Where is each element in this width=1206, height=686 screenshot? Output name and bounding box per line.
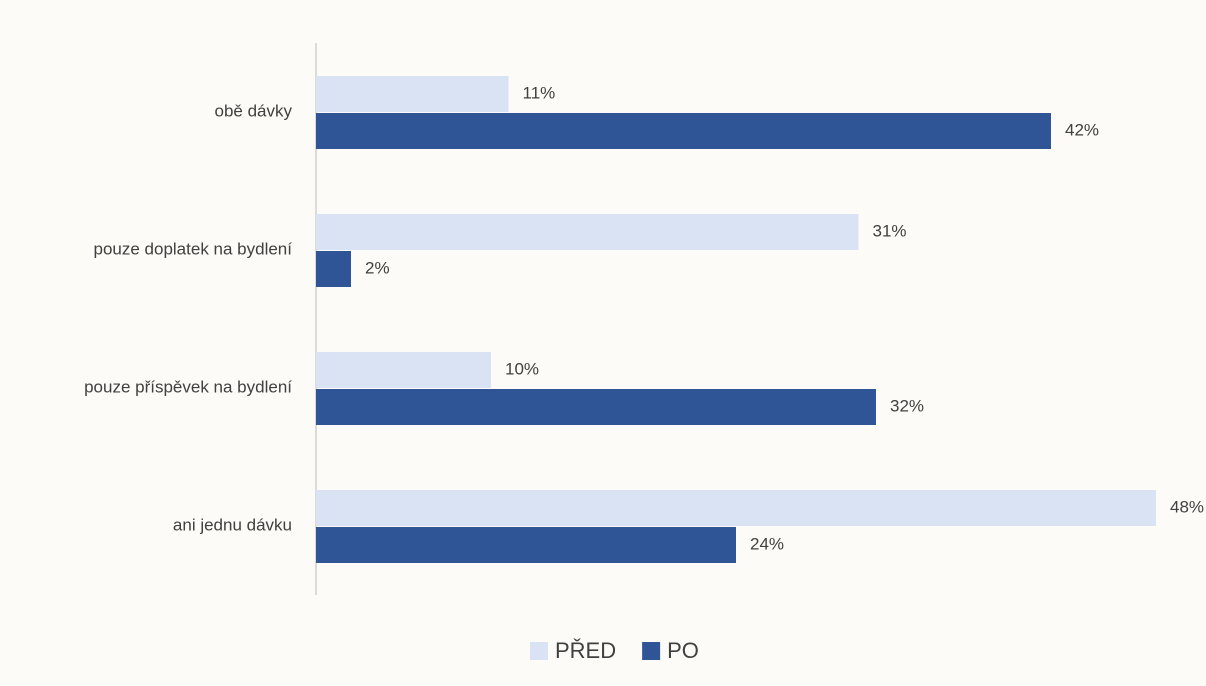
bar xyxy=(316,251,351,287)
data-label: 2% xyxy=(365,258,390,277)
y-tick-label: ani jednu dávku xyxy=(173,515,292,534)
bar xyxy=(316,352,491,388)
bar xyxy=(316,113,1051,149)
legend-swatch xyxy=(530,642,548,660)
data-label: 10% xyxy=(505,359,539,378)
data-label: 31% xyxy=(873,221,907,240)
data-label: 48% xyxy=(1170,497,1204,516)
legend-label: PO xyxy=(667,638,699,663)
y-tick-label: obě dávky xyxy=(215,101,293,120)
data-label: 11% xyxy=(523,83,556,102)
bar xyxy=(316,490,1156,526)
legend-swatch xyxy=(642,642,661,660)
data-label: 32% xyxy=(890,396,924,415)
y-tick-label: pouze příspěvek na bydlení xyxy=(84,377,292,396)
bar xyxy=(316,389,876,425)
bar xyxy=(316,76,509,112)
y-tick-label: pouze doplatek na bydlení xyxy=(94,239,293,258)
data-label: 42% xyxy=(1065,120,1099,139)
legend-label: PŘED xyxy=(555,638,616,663)
bar xyxy=(316,527,736,563)
data-label: 24% xyxy=(750,534,784,553)
bar xyxy=(316,214,859,250)
